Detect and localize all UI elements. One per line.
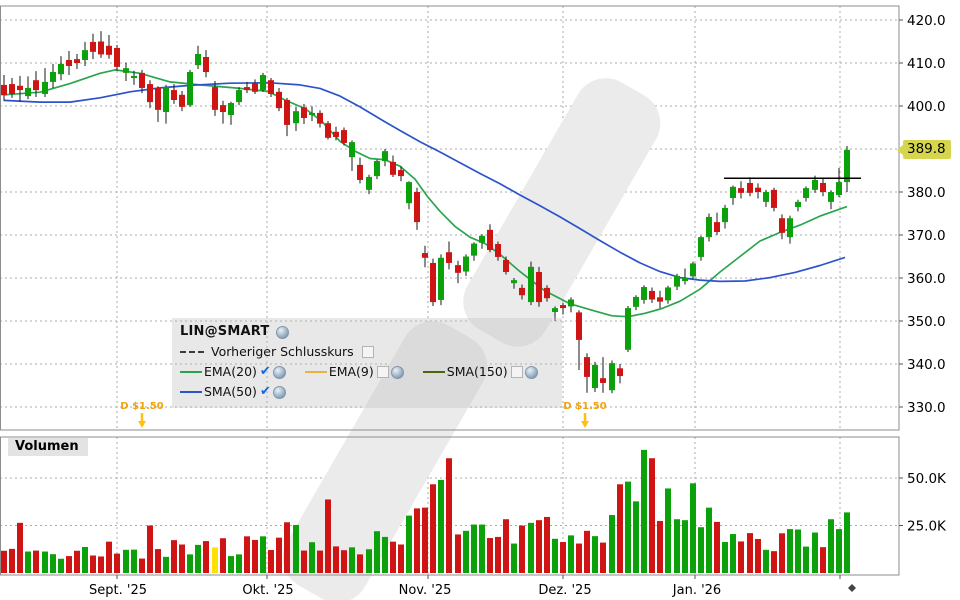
chart-legend: LIN@SMART Vorheriger Schlusskurs EMA(20)… <box>172 318 562 408</box>
ema9-settings-icon[interactable] <box>390 365 404 379</box>
svg-text:420.0: 420.0 <box>907 13 946 29</box>
watermark-logo <box>282 78 661 600</box>
svg-text:Dez. '25: Dez. '25 <box>538 583 591 598</box>
sma150-checkbox[interactable] <box>510 366 523 378</box>
ema20-line-swatch <box>180 371 202 373</box>
prev-close-label: Vorheriger Schlusskurs <box>211 344 354 359</box>
svg-text:Jan. '26: Jan. '26 <box>672 583 721 598</box>
symbol-label: LIN@SMART <box>180 324 270 339</box>
indicator-lines <box>3 69 848 318</box>
legend-item-sma150: SMA(150) <box>422 362 538 382</box>
volume-series <box>1 449 850 573</box>
svg-text:330.0: 330.0 <box>907 400 946 416</box>
svg-text:Okt. '25: Okt. '25 <box>242 583 293 598</box>
panel-borders <box>0 5 900 576</box>
line-SMA(50) <box>3 81 846 283</box>
sma150-label: SMA(150) <box>446 364 508 379</box>
candlestick-series <box>1 31 850 394</box>
svg-text:360.0: 360.0 <box>907 271 946 287</box>
svg-text:400.0: 400.0 <box>907 99 946 115</box>
legend-indicators-row-2: SMA(50) ✔ <box>180 382 552 402</box>
prev-close-line-swatch <box>180 351 204 353</box>
sma50-line-swatch <box>180 391 202 393</box>
price-axis: 420.0 410.0 400.0 380.0 370.0 360.0 350.0 340.0… <box>899 13 946 416</box>
line-EMA(20) <box>3 69 848 318</box>
time-axis: Sept. '25 Okt. '25 Nov. '25 Dez. '25 Jan. '2… <box>89 575 841 598</box>
svg-text:410.0: 410.0 <box>907 56 946 72</box>
svg-text:340.0: 340.0 <box>907 357 946 373</box>
legend-item-ema20: EMA(20) ✔ <box>180 362 286 382</box>
svg-text:D $1.50: D $1.50 <box>120 401 163 412</box>
svg-text:370.0: 370.0 <box>907 228 946 244</box>
indicator-settings-icon[interactable] <box>276 325 290 339</box>
legend-item-sma50: SMA(50) ✔ <box>180 382 286 402</box>
svg-text:Nov. '25: Nov. '25 <box>399 583 452 598</box>
legend-indicators-row-1: EMA(20) ✔ EMA(9) SMA(150) <box>180 362 552 382</box>
svg-text:380.0: 380.0 <box>907 185 946 201</box>
svg-text:D $1.50: D $1.50 <box>563 401 606 412</box>
svg-text:25.0K: 25.0K <box>907 519 947 535</box>
ema9-line-swatch <box>304 371 327 373</box>
sma50-settings-icon[interactable] <box>272 385 286 399</box>
sma150-line-swatch <box>422 371 445 373</box>
last-price-tag: 389.8 <box>897 140 951 159</box>
ema20-checkbox[interactable]: ✔ <box>259 364 271 379</box>
legend-symbol-row: LIN@SMART <box>180 322 552 342</box>
volume-panel-title: Volumen <box>8 438 88 456</box>
sma50-label: SMA(50) <box>204 384 257 399</box>
axis-cursor-diamond[interactable] <box>848 584 856 592</box>
volume-axis: 50.0K 25.0K <box>899 471 947 535</box>
ema9-label: EMA(9) <box>328 364 374 379</box>
dividend-markers: D $1.50 D $1.50 <box>120 401 607 428</box>
svg-text:50.0K: 50.0K <box>907 471 947 487</box>
sma150-settings-icon[interactable] <box>524 365 538 379</box>
legend-prevclose-row: Vorheriger Schlusskurs <box>180 342 552 362</box>
ema20-settings-icon[interactable] <box>272 365 286 379</box>
sma50-checkbox[interactable]: ✔ <box>259 384 271 399</box>
ema20-label: EMA(20) <box>204 364 257 379</box>
gridlines <box>0 6 899 575</box>
svg-text:Sept. '25: Sept. '25 <box>89 583 147 598</box>
ema9-checkbox[interactable] <box>376 366 389 378</box>
legend-item-ema9: EMA(9) <box>304 362 404 382</box>
svg-text:350.0: 350.0 <box>907 314 946 330</box>
prev-close-checkbox[interactable] <box>361 346 374 358</box>
